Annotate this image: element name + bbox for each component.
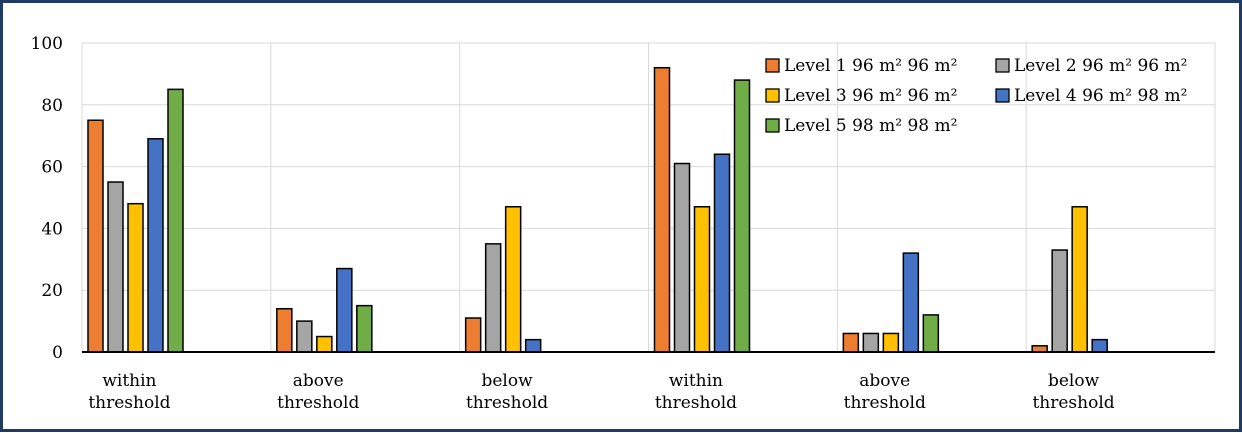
bar xyxy=(336,267,353,353)
bar xyxy=(167,88,184,353)
bar xyxy=(693,206,711,353)
bar xyxy=(356,304,373,353)
bar xyxy=(862,332,880,353)
bar xyxy=(484,243,502,353)
x-category-label: below threshold xyxy=(466,371,548,413)
y-tick-label: 80 xyxy=(41,96,63,116)
bar xyxy=(87,119,104,353)
bar xyxy=(902,252,920,353)
y-tick-label: 20 xyxy=(41,281,63,301)
y-tick-label: 60 xyxy=(41,158,63,178)
bar xyxy=(842,332,860,353)
bar xyxy=(1071,206,1088,353)
legend-label: Level 4 96 m² 98 m² xyxy=(1014,86,1187,106)
bar xyxy=(673,162,691,353)
legend-label: Level 5 98 m² 98 m² xyxy=(784,116,957,136)
y-tick-label: 100 xyxy=(31,34,63,54)
bar xyxy=(713,153,731,353)
bar-chart: 0 20 40 60 80 100 within threshold above thresho… xyxy=(31,34,1216,413)
legend-swatch xyxy=(765,88,780,103)
x-category-label: within threshold xyxy=(655,371,737,413)
legend: Level 1 96 m² 96 m² Level 2 96 m² 96 m² Le… xyxy=(765,56,1187,136)
legend-item: Level 4 96 m² 98 m² xyxy=(995,86,1187,106)
legend-item: Level 3 96 m² 96 m² xyxy=(765,86,957,106)
legend-swatch xyxy=(995,88,1010,103)
bar xyxy=(1091,338,1108,353)
bar xyxy=(653,66,671,353)
bar xyxy=(504,206,522,353)
bar xyxy=(127,202,144,353)
legend-label: Level 1 96 m² 96 m² xyxy=(784,56,957,76)
gridlines xyxy=(81,42,1216,352)
legend-swatch xyxy=(995,58,1010,73)
bar xyxy=(464,317,482,353)
x-category-label: above threshold xyxy=(277,371,359,413)
x-category-label: within threshold xyxy=(88,371,170,413)
bar xyxy=(524,338,542,353)
bar xyxy=(1051,249,1068,353)
legend-item: Level 5 98 m² 98 m² xyxy=(765,116,957,136)
x-category-label: above threshold xyxy=(844,371,926,413)
legend-item: Level 2 96 m² 96 m² xyxy=(995,56,1187,76)
bar xyxy=(276,307,293,353)
x-axis-labels: within threshold above threshold below thresh… xyxy=(88,371,1114,413)
bar xyxy=(733,79,751,353)
legend-swatch xyxy=(765,58,780,73)
bar xyxy=(296,320,313,353)
bar xyxy=(316,335,333,353)
legend-swatch xyxy=(765,118,780,133)
y-tick-label: 40 xyxy=(41,219,63,239)
y-axis-ticks: 0 20 40 60 80 100 xyxy=(31,34,63,363)
bar xyxy=(107,181,124,353)
y-tick-label: 0 xyxy=(52,343,63,363)
bar xyxy=(922,314,940,353)
bars xyxy=(87,66,1108,353)
bar xyxy=(882,332,900,353)
legend-label: Level 2 96 m² 96 m² xyxy=(1014,56,1187,76)
x-category-label: below threshold xyxy=(1032,371,1114,413)
bar xyxy=(147,138,164,353)
legend-label: Level 3 96 m² 96 m² xyxy=(784,86,957,106)
legend-item: Level 1 96 m² 96 m² xyxy=(765,56,957,76)
